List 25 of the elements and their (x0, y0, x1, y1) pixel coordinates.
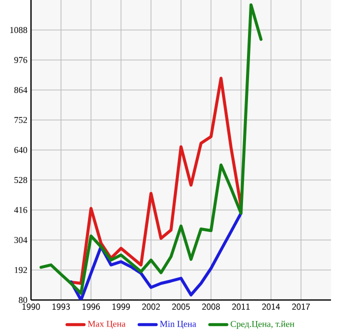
line-series (70, 76, 242, 285)
x-tick-label: 2002 (142, 304, 160, 310)
legend-label: Сред.Цена, т.йен (230, 320, 294, 329)
legend-label: Min Цена (160, 320, 196, 329)
y-tick-label: 864 (14, 86, 28, 94)
x-tick-label: 2005 (172, 304, 190, 310)
y-tick-label: 192 (14, 266, 27, 274)
x-tick-label: 1996 (82, 304, 100, 310)
x-tick-label: 1993 (52, 304, 70, 310)
x-tick-label: 2008 (202, 304, 220, 310)
y-tick-label: 304 (14, 236, 28, 244)
y-tick-label: 1088 (10, 26, 28, 34)
y-tick-label: 528 (14, 176, 28, 184)
y-tick-label: 752 (14, 116, 27, 124)
y-tick-label: 976 (14, 56, 28, 64)
legend-label: Max Цена (88, 320, 126, 329)
y-tick-label: 416 (14, 206, 28, 214)
line-series (70, 212, 242, 300)
x-tick-label: 2017 (292, 304, 310, 310)
y-tick-label: 640 (14, 146, 28, 154)
x-tick-label: 2011 (232, 304, 250, 310)
x-tick-label: 2014 (262, 304, 280, 310)
y-tick-label: 80 (18, 296, 28, 304)
x-tick-label: 1990 (22, 304, 40, 310)
x-tick-label: 1999 (112, 304, 130, 310)
